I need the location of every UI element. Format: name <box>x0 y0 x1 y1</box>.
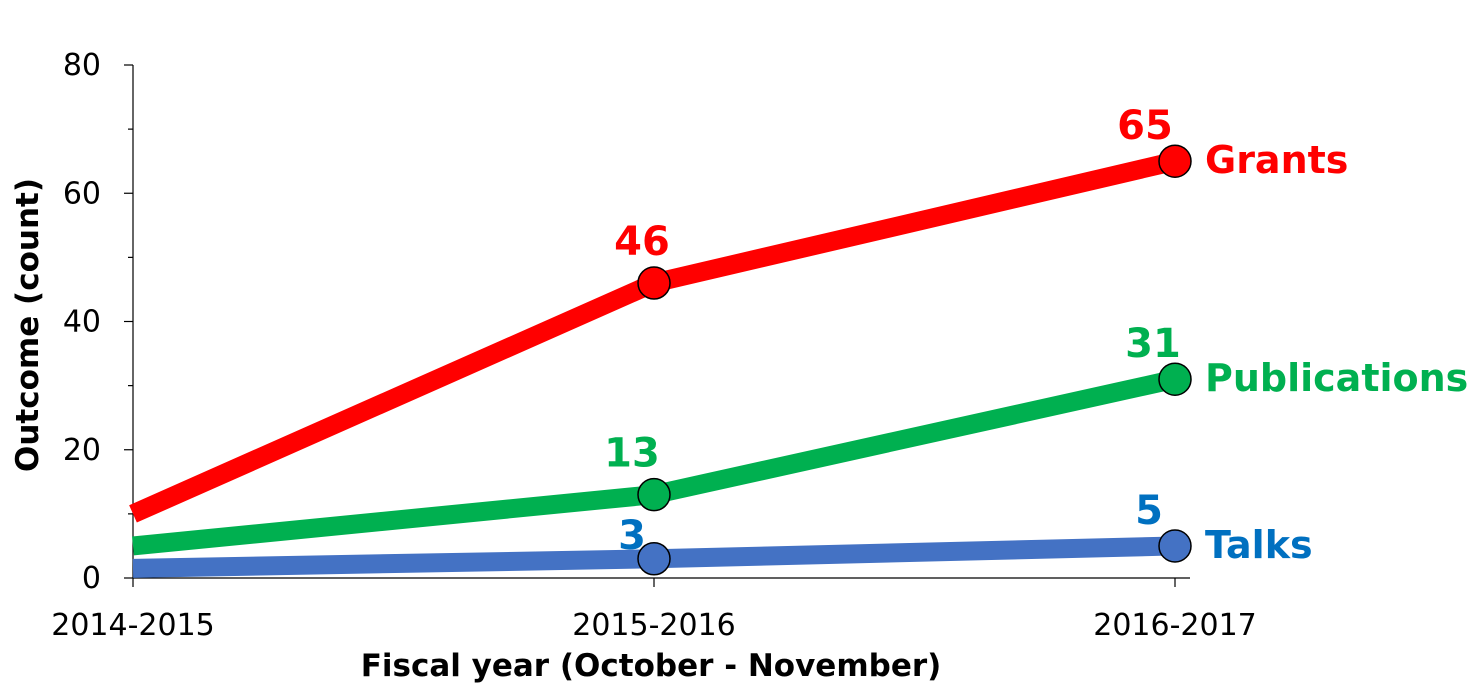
data-point-grants <box>637 266 671 300</box>
data-label-talks: 5 <box>1135 488 1163 534</box>
y-tick-label: 0 <box>82 561 101 596</box>
x-tick-label: 2016-2017 <box>1093 608 1257 643</box>
series-name-grants: Grants <box>1205 138 1348 182</box>
data-point-publications <box>1158 362 1192 396</box>
y-tick-label: 40 <box>63 305 101 340</box>
x-tick-label: 2015-2016 <box>572 608 736 643</box>
data-label-grants: 65 <box>1117 103 1173 149</box>
data-label-grants: 46 <box>614 219 670 265</box>
y-tick-label: 60 <box>63 176 101 211</box>
x-axis-title: Fiscal year (October - November) <box>361 648 942 684</box>
data-point-grants <box>1158 144 1192 178</box>
data-label-publications: 31 <box>1125 321 1181 367</box>
chart-labels: 46 65 Grants 13 31 Publications 3 5 Talks <box>604 103 1468 567</box>
data-point-publications <box>637 477 671 512</box>
y-tick-label: 20 <box>63 433 101 468</box>
data-point-talks <box>637 542 671 576</box>
data-point-talks <box>1158 529 1192 563</box>
series-name-publications: Publications <box>1205 356 1468 400</box>
series-name-talks: Talks <box>1205 523 1313 567</box>
axes: 0 20 40 60 80 2014-2015 2015-2016 2016-2017 <box>51 48 1257 643</box>
series-points <box>637 144 1192 576</box>
y-tick-label: 80 <box>63 48 101 83</box>
x-tick-label: 2014-2015 <box>51 608 215 643</box>
data-label-publications: 13 <box>604 431 660 477</box>
y-axis-title: Outcome (count) <box>10 178 46 472</box>
data-label-talks: 3 <box>618 513 646 559</box>
